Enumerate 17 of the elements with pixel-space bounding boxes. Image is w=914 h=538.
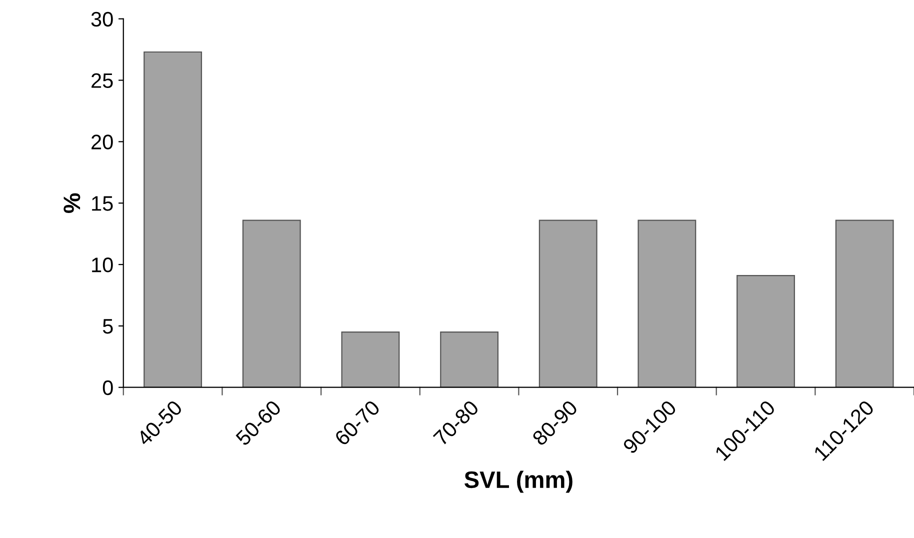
y-tick-label: 5: [102, 319, 113, 334]
bar: [538, 220, 598, 388]
y-tick-label: 10: [92, 258, 113, 272]
bar: [144, 51, 202, 388]
y-tick-label: 15: [92, 196, 113, 211]
bar: [835, 220, 894, 388]
bar: [341, 332, 400, 388]
y-axis-title: %: [64, 193, 80, 214]
bar: [242, 220, 301, 388]
y-tick-label: 20: [92, 134, 113, 150]
y-tick-label: 0: [102, 380, 113, 396]
bar: [736, 275, 795, 388]
bar: [440, 332, 498, 388]
y-tick-label: 30: [91, 12, 113, 27]
y-tick-label: 25: [92, 73, 113, 88]
x-axis-title: SVL (mm): [464, 470, 572, 493]
bar: [638, 220, 696, 388]
